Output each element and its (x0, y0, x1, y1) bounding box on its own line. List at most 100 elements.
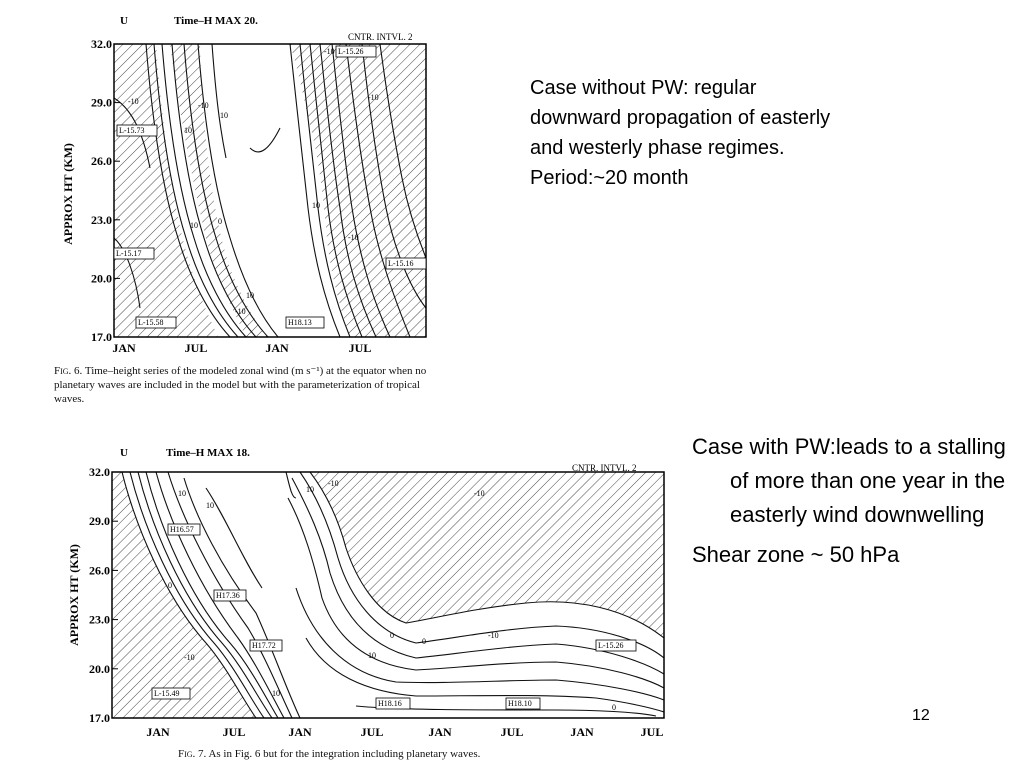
figure-7-boxed-label: H18.10 (508, 699, 532, 708)
figure-6-contour-label: 10 (246, 291, 254, 300)
note-without-pw-line: Period:~20 month (530, 167, 689, 189)
figure-7-boxed-label: H17.36 (216, 591, 240, 600)
figure-6-contour-label: -10 (198, 101, 209, 110)
figure-6-contour-label: 0 (218, 217, 222, 226)
figure-7-frame (111, 471, 665, 719)
note-without-pw: Case without PW: regular downward propag… (530, 73, 930, 193)
figure-6-x-ticks: JAN JUL JAN JUL (112, 341, 371, 355)
figure-6-y-tick: 29.0 (91, 96, 112, 110)
figure-6-boxed-label: H18.13 (288, 318, 312, 327)
figure-7-contour-label: 10 (272, 689, 280, 698)
figure-6-caption-label: Fig. 6. (54, 365, 83, 377)
figure-7-plot: U Time–H MAX 18. CNTR. INTVL. 2 APPROX H… (67, 447, 665, 739)
figure-7-contour-label: 0 (168, 581, 172, 590)
figure-7-x-tick: JUL (501, 725, 524, 739)
figure-7-x-tick: JAN (428, 725, 452, 739)
figure-7-caption-label: Fig. 7. (178, 748, 207, 760)
figure-7-x-tick: JUL (223, 725, 246, 739)
figure-6-caption: Fig. 6. Time–height series of the modele… (54, 364, 442, 406)
figure-6-contour-label: -10 (128, 97, 139, 106)
note-without-pw-line: and westerly phase regimes. (530, 137, 785, 159)
figure-7-caption-text: As in Fig. 6 but for the integration inc… (206, 748, 481, 760)
figure-6-contour-labels: -10 10 -10 10 -10 10 0 -10 10 -10 -10 10 (128, 47, 379, 316)
figure-7-contour-label: -10 (184, 653, 195, 662)
figure-7-boxed-label: H16.57 (170, 525, 194, 534)
figure-6-boxed-label: L-15.16 (388, 259, 414, 268)
figure-6-x-tick: JUL (349, 341, 372, 355)
figure-6-title: Time–H MAX 20. (174, 15, 258, 27)
figure-6-variable: U (120, 15, 128, 27)
figure-7-x-tick: JUL (361, 725, 384, 739)
figure-7-y-tick: 32.0 (89, 465, 110, 479)
figure-6-contour-label: 10 (220, 111, 228, 120)
figure-6-interval: CNTR. INTVL. 2 (348, 32, 413, 42)
figure-7-x-tick: JAN (146, 725, 170, 739)
figure-6-contour-label: -10 (235, 307, 246, 316)
figure-7-boxed-label: H17.72 (252, 641, 276, 650)
figure-6: U Time–H MAX 20. CNTR. INTVL. 2 APPROX H… (50, 8, 440, 360)
figure-6-y-tick: 23.0 (91, 213, 112, 227)
figure-6-contour-label: -10 (368, 93, 379, 102)
figure-6-y-tick: 17.0 (91, 330, 112, 344)
figure-7-interval: CNTR. INTVL. 2 (572, 463, 637, 473)
figure-7-contour-label: 10 (306, 485, 314, 494)
figure-7-contour-label: 0 (390, 631, 394, 640)
figure-6-boxed-label: L-15.26 (338, 47, 364, 56)
figure-6-x-tick: JUL (185, 341, 208, 355)
figure-6-y-axis-label: APPROX HT (KM) (61, 143, 75, 245)
figure-7-y-tick: 23.0 (89, 613, 110, 627)
page-number: 12 (912, 707, 930, 724)
figure-7-contour-label: -10 (328, 479, 339, 488)
figure-7-x-tick: JAN (288, 725, 312, 739)
figure-7-contours (112, 472, 664, 718)
note-shear-zone: Shear zone ~ 50 hPa (692, 542, 900, 567)
note-with-pw: Case with PW:leads to a stalling of more… (692, 430, 1012, 572)
figure-7-title: Time–H MAX 18. (166, 447, 250, 459)
figure-7-y-tick: 17.0 (89, 711, 110, 725)
figure-7-contour-label: 0 (422, 637, 426, 646)
figure-6-caption-text: Time–height series of the modeled zonal … (54, 365, 427, 405)
figure-7-y-ticks: 32.0 29.0 26.0 23.0 20.0 17.0 (89, 465, 118, 725)
figure-7-caption: Fig. 7. As in Fig. 6 but for the integra… (178, 747, 598, 761)
figure-7-y-tick: 26.0 (89, 563, 110, 577)
figure-6-contour-label: -10 (348, 233, 359, 242)
figure-7-variable: U (120, 447, 128, 459)
figure-6-x-tick: JAN (265, 341, 289, 355)
figure-7-y-tick: 29.0 (89, 514, 110, 528)
figure-7-y-axis-label: APPROX HT (KM) (67, 544, 81, 646)
figure-7-contour-label: 10 (206, 501, 214, 510)
figure-7-contour-labels: 10 10 -10 0 -10 10 -10 0 10 10 -10 0 0 (168, 479, 616, 712)
figure-7-contour-label: 10 (178, 489, 186, 498)
figure-7-contour-label: -10 (474, 489, 485, 498)
figure-7-y-tick: 20.0 (89, 662, 110, 676)
figure-6-x-tick: JAN (112, 341, 136, 355)
figure-7-contour-label: 0 (612, 703, 616, 712)
figure-6-frame (113, 43, 427, 338)
figure-6-boxed-labels: L-15.73 L-15.17 L-15.58 L-15.26 L-15.16 … (113, 45, 427, 329)
figure-6-plot: U Time–H MAX 20. CNTR. INTVL. 2 APPROX H… (61, 15, 427, 355)
figure-7-x-ticks: JAN JUL JAN JUL JAN JUL JAN JUL (146, 725, 663, 739)
figure-7-boxed-label: L-15.26 (598, 641, 624, 650)
note-without-pw-line: downward propagation of easterly (530, 107, 831, 129)
figure-6-contour-label: 10 (184, 126, 192, 135)
figure-6-y-tick: 20.0 (91, 271, 112, 285)
figure-7-x-tick: JAN (570, 725, 594, 739)
figure-6-contours (114, 44, 426, 337)
figure-7-contour-label: -10 (488, 631, 499, 640)
note-with-pw-text: Case with PW:leads to a stalling of more… (692, 434, 1006, 527)
figure-7-x-tick: JUL (641, 725, 664, 739)
figure-6-boxed-label: L-15.17 (116, 249, 142, 258)
figure-6-contour-label: 10 (190, 221, 198, 230)
figure-7-boxed-label: L-15.49 (154, 689, 180, 698)
figure-7-contour-label: 10 (368, 651, 376, 660)
figure-7-boxed-labels: H16.57 H17.36 H17.72 L-15.49 H18.16 H18.… (151, 523, 637, 710)
figure-6-boxed-label: L-15.58 (138, 318, 164, 327)
figure-6-y-tick: 26.0 (91, 154, 112, 168)
figure-7-boxed-label: H18.16 (378, 699, 402, 708)
figure-6-y-ticks: 32.0 29.0 26.0 23.0 20.0 17.0 (91, 37, 120, 344)
figure-6-boxed-label: L-15.73 (119, 126, 145, 135)
note-without-pw-line: Case without PW: regular (530, 77, 757, 99)
figure-6-y-tick: 32.0 (91, 37, 112, 51)
figure-6-contour-label: -10 (324, 47, 335, 56)
figure-7: U Time–H MAX 18. CNTR. INTVL. 2 APPROX H… (56, 438, 672, 743)
